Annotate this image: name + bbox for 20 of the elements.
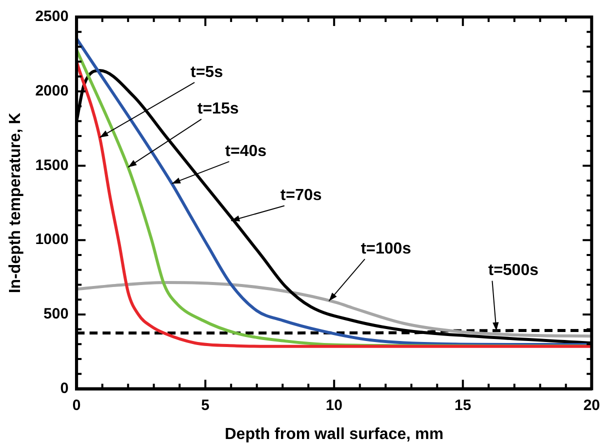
y-axis-title: In-depth temperature, K (7, 112, 24, 294)
x-tick-label: 0 (72, 396, 81, 414)
x-tick-label: 15 (454, 396, 472, 414)
y-tick-label: 0 (60, 380, 69, 397)
y-tick-label: 500 (44, 306, 69, 323)
annotation: t=100s (360, 240, 412, 258)
annotation: t=15s (197, 100, 239, 118)
line-series (76, 280, 592, 338)
x-tick-label: 10 (326, 396, 342, 414)
y-tick-label: 1500 (35, 156, 69, 174)
y-tick-label: 1000 (35, 231, 69, 248)
x-tick-label: 20 (583, 396, 600, 414)
x-tick-label: 5 (201, 396, 210, 414)
annotation: t=70s (280, 187, 322, 204)
annotation: t=500s (488, 262, 539, 280)
annotation: t=40s (225, 142, 267, 160)
x-axis-title: Depth from wall surface, mm (224, 426, 444, 443)
annotation: t=5s (190, 64, 224, 81)
y-tick-label: 2500 (35, 8, 69, 26)
y-tick-label: 2000 (35, 82, 69, 100)
